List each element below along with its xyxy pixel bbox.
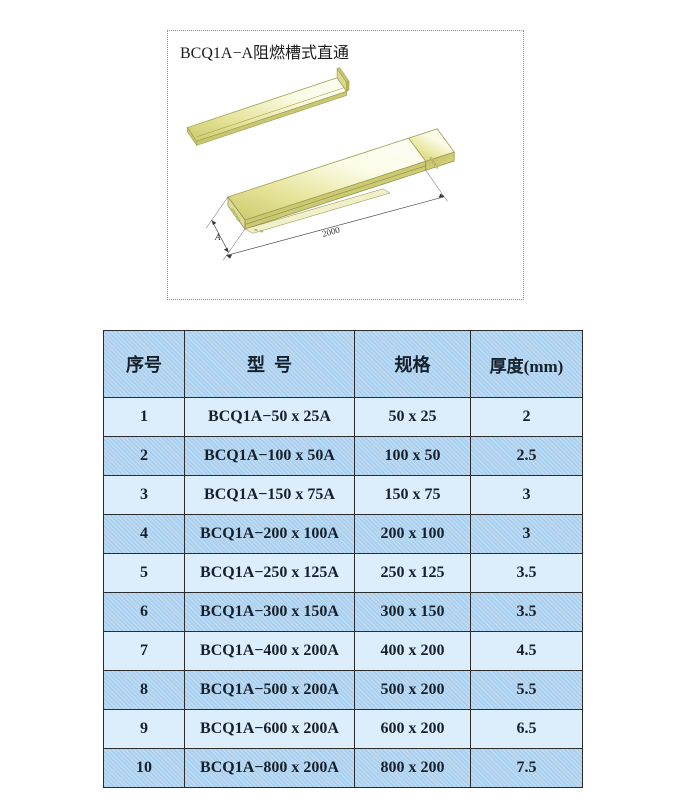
- svg-text:2000: 2000: [321, 224, 341, 238]
- svg-text:A: A: [214, 232, 221, 242]
